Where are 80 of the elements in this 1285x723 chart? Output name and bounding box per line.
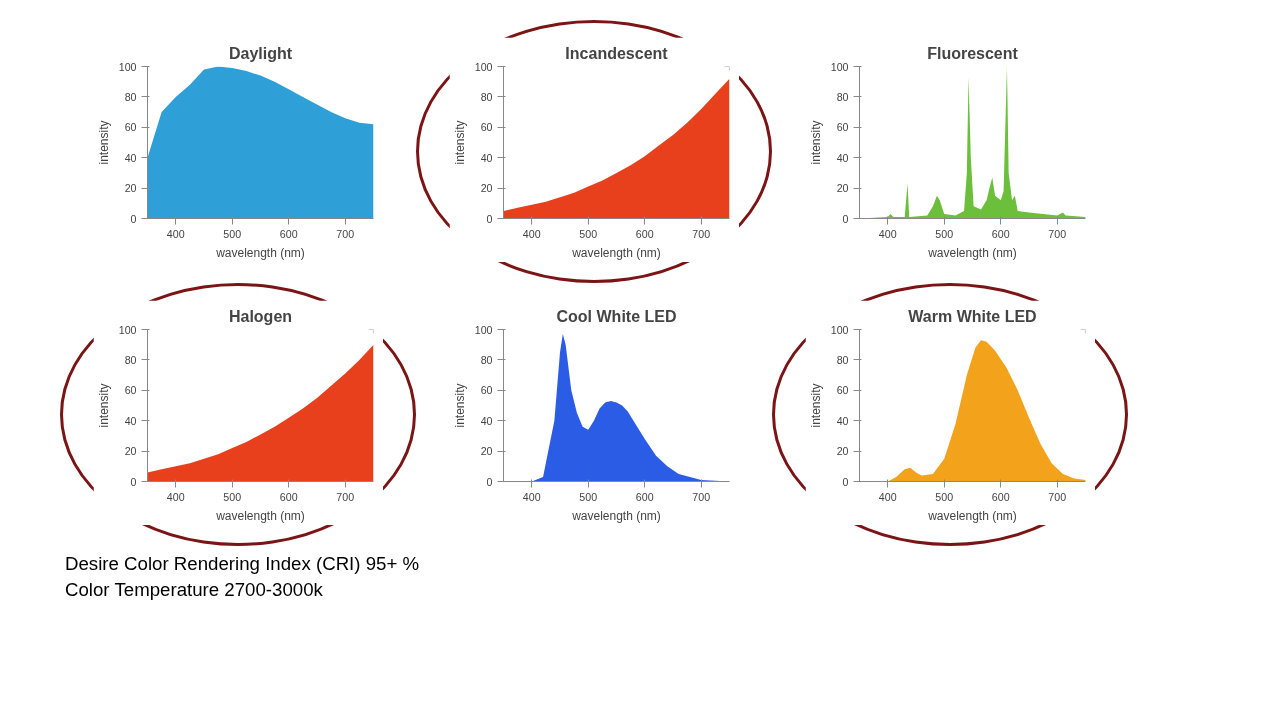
text: Desire Color Rendering Index (CRI) 95+ % — [65, 553, 420, 574]
x-tick-label: 600 — [635, 227, 654, 240]
y-tick-label: 0 — [842, 475, 849, 488]
y-tick-label: 100 — [474, 323, 493, 336]
y-tick-label: 80 — [124, 90, 137, 103]
x-axis-title: wavelength (nm) — [215, 245, 305, 260]
y-tick-label: 20 — [836, 182, 849, 195]
x-tick-label: 600 — [635, 490, 654, 503]
y-tick-label: 40 — [480, 151, 493, 164]
x-axis-title: wavelength (nm) — [927, 508, 1017, 523]
y-axis-title: intensity — [452, 383, 467, 428]
y-tick-label: 40 — [836, 414, 849, 427]
y-tick-label: 60 — [124, 121, 137, 134]
text: Color Temperature 2700-3000k — [65, 579, 323, 601]
chart-title: Incandescent — [565, 44, 669, 62]
x-tick-label: 400 — [522, 227, 541, 240]
y-tick-label: 80 — [124, 353, 137, 366]
y-tick-label: 0 — [130, 475, 137, 488]
chart-title: Fluorescent — [927, 44, 1019, 62]
y-tick-label: 40 — [836, 151, 849, 164]
x-axis-title: wavelength (nm) — [927, 245, 1017, 260]
x-tick-label: 600 — [279, 227, 298, 240]
x-tick-label: 500 — [935, 490, 954, 503]
y-tick-label: 40 — [480, 414, 493, 427]
x-tick-label: 500 — [579, 227, 598, 240]
y-axis-title: intensity — [808, 383, 823, 428]
x-tick-label: 400 — [878, 227, 897, 240]
chart-title: Cool White LED — [556, 307, 677, 325]
y-axis-title: intensity — [96, 383, 111, 428]
chart-title: Daylight — [228, 44, 293, 62]
y-axis-title: intensity — [808, 120, 823, 165]
chart-title: Halogen — [228, 307, 293, 325]
x-tick-label: 600 — [991, 490, 1010, 503]
y-tick-label: 100 — [474, 60, 493, 73]
x-tick-label: 600 — [279, 490, 298, 503]
y-tick-label: 0 — [130, 212, 137, 225]
chart-title: Warm White LED — [908, 307, 1037, 325]
y-tick-label: 20 — [836, 445, 849, 458]
y-tick-label: 60 — [480, 384, 493, 397]
y-tick-label: 100 — [118, 60, 137, 73]
y-tick-label: 100 — [830, 323, 849, 336]
x-tick-label: 700 — [692, 490, 711, 503]
x-axis-title: wavelength (nm) — [571, 508, 661, 523]
y-tick-label: 40 — [124, 151, 137, 164]
x-axis-title: wavelength (nm) — [571, 245, 661, 260]
y-tick-label: 80 — [836, 353, 849, 366]
x-axis-title: wavelength (nm) — [215, 508, 305, 523]
y-tick-label: 80 — [836, 90, 849, 103]
x-tick-label: 700 — [1048, 227, 1067, 240]
y-tick-label: 20 — [124, 182, 137, 195]
y-tick-label: 0 — [486, 212, 493, 225]
x-tick-label: 500 — [223, 227, 242, 240]
x-tick-label: 700 — [336, 490, 355, 503]
y-tick-label: 100 — [118, 323, 137, 336]
y-tick-label: 60 — [836, 121, 849, 134]
y-tick-label: 60 — [480, 121, 493, 134]
x-tick-label: 500 — [935, 227, 954, 240]
y-tick-label: 40 — [124, 414, 137, 427]
x-tick-label: 400 — [522, 490, 541, 503]
x-tick-label: 500 — [223, 490, 242, 503]
y-tick-label: 0 — [842, 212, 849, 225]
y-tick-label: 60 — [124, 384, 137, 397]
y-tick-label: 60 — [836, 384, 849, 397]
x-tick-label: 700 — [1048, 490, 1067, 503]
y-tick-label: 20 — [124, 445, 137, 458]
y-tick-label: 80 — [480, 353, 493, 366]
x-tick-label: 400 — [878, 490, 897, 503]
x-tick-label: 400 — [166, 490, 185, 503]
x-tick-label: 700 — [692, 227, 711, 240]
y-axis-title: intensity — [96, 120, 111, 165]
x-tick-label: 500 — [579, 490, 598, 503]
y-tick-label: 100 — [830, 60, 849, 73]
y-axis-title: intensity — [452, 120, 467, 165]
y-tick-label: 20 — [480, 445, 493, 458]
x-tick-label: 700 — [336, 227, 355, 240]
x-tick-label: 400 — [166, 227, 185, 240]
y-tick-label: 80 — [480, 90, 493, 103]
y-tick-label: 0 — [486, 475, 493, 488]
y-tick-label: 20 — [480, 182, 493, 195]
x-tick-label: 600 — [991, 227, 1010, 240]
